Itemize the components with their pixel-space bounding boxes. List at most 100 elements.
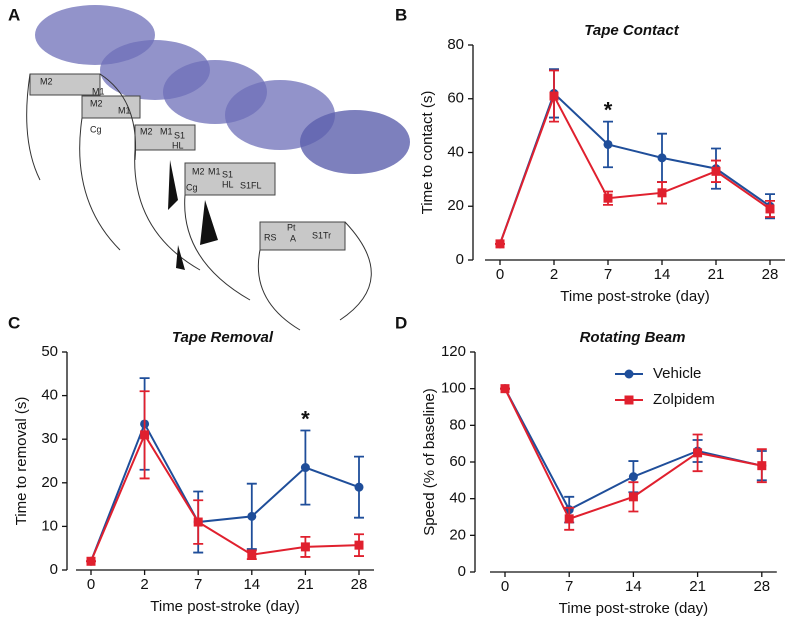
region-label: Cg — [90, 124, 102, 134]
annotation: * — [604, 97, 613, 122]
data-point — [549, 91, 559, 101]
data-point — [300, 463, 310, 473]
y-tick-label: 40 — [447, 143, 464, 160]
x-tick-label: 7 — [565, 578, 573, 595]
y-tick-label: 120 — [441, 343, 466, 360]
panel-a-art — [26, 5, 410, 331]
ventricle — [168, 160, 218, 270]
region-label: RS — [264, 232, 277, 242]
x-tick-label: 21 — [708, 266, 725, 283]
x-tick-label: 28 — [762, 266, 779, 283]
brain-slice — [300, 110, 410, 174]
x-axis-label: Time post-stroke (day) — [560, 288, 709, 305]
y-tick-label: 100 — [441, 380, 466, 397]
x-axis-label: Time post-stroke (day) — [559, 600, 708, 617]
data-point — [247, 550, 257, 560]
region-label: Cg — [186, 182, 198, 192]
data-point — [765, 204, 775, 214]
y-axis-label: Time to contact (s) — [419, 91, 436, 215]
x-axis-label: Time post-stroke (day) — [150, 598, 299, 615]
panel-label: B — [395, 5, 407, 24]
x-tick-label: 21 — [297, 576, 314, 593]
x-tick-label: 0 — [501, 578, 509, 595]
series-line — [499, 91, 771, 245]
region-label: M1 — [160, 126, 173, 136]
y-tick-label: 80 — [447, 36, 464, 53]
section-outline — [26, 73, 372, 331]
data-point — [300, 542, 310, 552]
x-tick-label: 0 — [87, 576, 95, 593]
x-tick-label: 14 — [243, 576, 260, 593]
x-tick-label: 2 — [550, 266, 558, 283]
panel-label: A — [8, 5, 20, 24]
y-tick-label: 0 — [456, 251, 464, 268]
region-label: Pt — [287, 222, 296, 232]
x-tick-label: 14 — [625, 578, 642, 595]
data-point — [711, 166, 721, 176]
region-label: A — [290, 233, 296, 243]
region-label: S1 — [174, 130, 185, 140]
region-shade — [259, 221, 346, 251]
data-point — [564, 514, 574, 524]
region-label: S1Tr — [312, 230, 331, 240]
chart-title: Tape Removal — [172, 329, 274, 346]
y-tick-label: 50 — [41, 343, 58, 360]
chart-title: Tape Contact — [584, 22, 679, 39]
data-point — [628, 492, 638, 502]
y-tick-label: 10 — [41, 517, 58, 534]
legend-label: Vehicle — [653, 365, 701, 382]
series-line — [90, 432, 360, 562]
y-tick-label: 40 — [41, 387, 58, 404]
series-line — [90, 421, 360, 562]
y-tick-label: 40 — [449, 490, 466, 507]
region-label: M1 — [92, 86, 105, 96]
region-label: M2 — [192, 166, 205, 176]
legend-marker — [624, 395, 634, 405]
panel-label: D — [395, 313, 407, 332]
y-tick-label: 20 — [449, 526, 466, 543]
y-tick-label: 80 — [449, 416, 466, 433]
data-point — [86, 556, 96, 566]
region-shade — [29, 73, 101, 96]
legend-label: Zolpidem — [653, 391, 715, 408]
data-point — [603, 139, 613, 149]
chart-title: Rotating Beam — [580, 329, 686, 346]
x-tick-label: 7 — [604, 266, 612, 283]
data-point — [354, 482, 364, 492]
region-label: M2 — [90, 98, 103, 108]
data-point — [657, 153, 667, 163]
region-label: M2 — [140, 126, 153, 136]
y-tick-label: 20 — [41, 474, 58, 491]
region-label: HL — [222, 179, 234, 189]
y-tick-label: 20 — [447, 197, 464, 214]
x-tick-label: 2 — [140, 576, 148, 593]
x-tick-label: 14 — [654, 266, 671, 283]
data-point — [247, 511, 257, 521]
y-tick-label: 0 — [50, 561, 58, 578]
y-tick-label: 60 — [449, 453, 466, 470]
annotation: * — [301, 406, 310, 431]
region-label: M2 — [40, 76, 53, 86]
x-tick-label: 21 — [689, 578, 706, 595]
data-point — [193, 517, 203, 527]
region-label: M1 — [208, 166, 221, 176]
y-axis-label: Speed (% of baseline) — [421, 388, 438, 536]
region-shade — [184, 162, 276, 196]
series-line — [499, 93, 771, 245]
data-point — [757, 461, 767, 471]
x-tick-label: 7 — [194, 576, 202, 593]
panel-label: C — [8, 313, 20, 332]
y-tick-label: 30 — [41, 430, 58, 447]
legend-marker — [624, 369, 634, 379]
region-label: S1FL — [240, 180, 262, 190]
data-point — [657, 188, 667, 198]
data-point — [500, 384, 510, 394]
region-label: S1 — [222, 169, 233, 179]
data-point — [603, 193, 613, 203]
data-point — [495, 239, 505, 249]
region-label: HL — [172, 140, 184, 150]
data-point — [354, 540, 364, 550]
x-tick-label: 28 — [351, 576, 368, 593]
y-tick-label: 0 — [458, 563, 466, 580]
